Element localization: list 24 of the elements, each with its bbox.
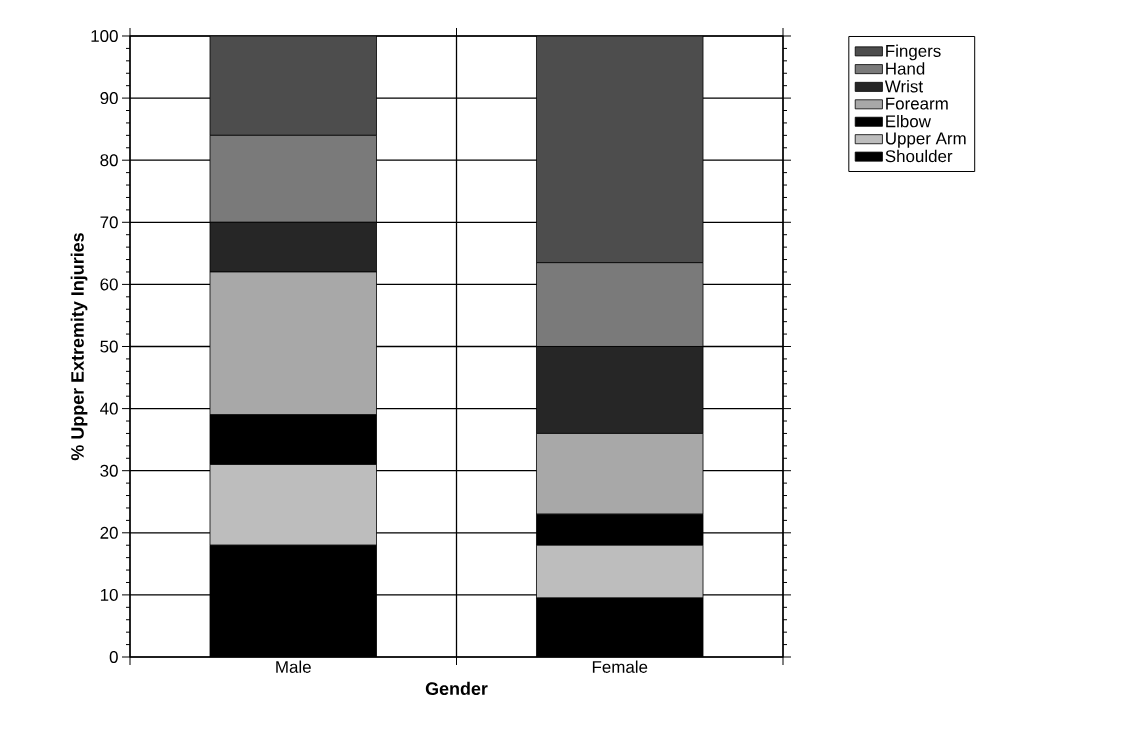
y-tick-label: 80: [100, 154, 118, 167]
y-tick-label: 50: [100, 340, 118, 353]
y-axis-title: % Upper Extremity Injuries: [70, 233, 88, 461]
legend-label: Upper Arm: [886, 132, 966, 148]
y-tick-label: 60: [100, 278, 118, 291]
legend-label: Shoulder: [885, 149, 953, 163]
y-tick-label: 40: [100, 402, 118, 415]
y-tick-label: 70: [100, 216, 118, 229]
x-tick-label: Female: [592, 660, 648, 673]
x-axis-title: Gender: [425, 681, 488, 695]
legend-label: Fingers: [886, 44, 941, 61]
y-tick-label: 90: [100, 92, 118, 105]
x-tick-label: Male: [276, 660, 311, 673]
bar: [209, 35, 377, 136]
legend-label: Hand: [886, 62, 925, 75]
legend-label: Forearm: [886, 97, 948, 110]
y-tick-label: 100: [91, 29, 118, 42]
legend-label: Wrist: [884, 80, 923, 93]
y-tick-label: 0: [109, 651, 118, 663]
legend-label: Elbow: [886, 114, 931, 128]
bar: [536, 35, 704, 264]
y-tick-label: 20: [100, 526, 118, 539]
y-tick-label: 30: [100, 464, 118, 477]
y-tick-label: 10: [100, 588, 118, 601]
